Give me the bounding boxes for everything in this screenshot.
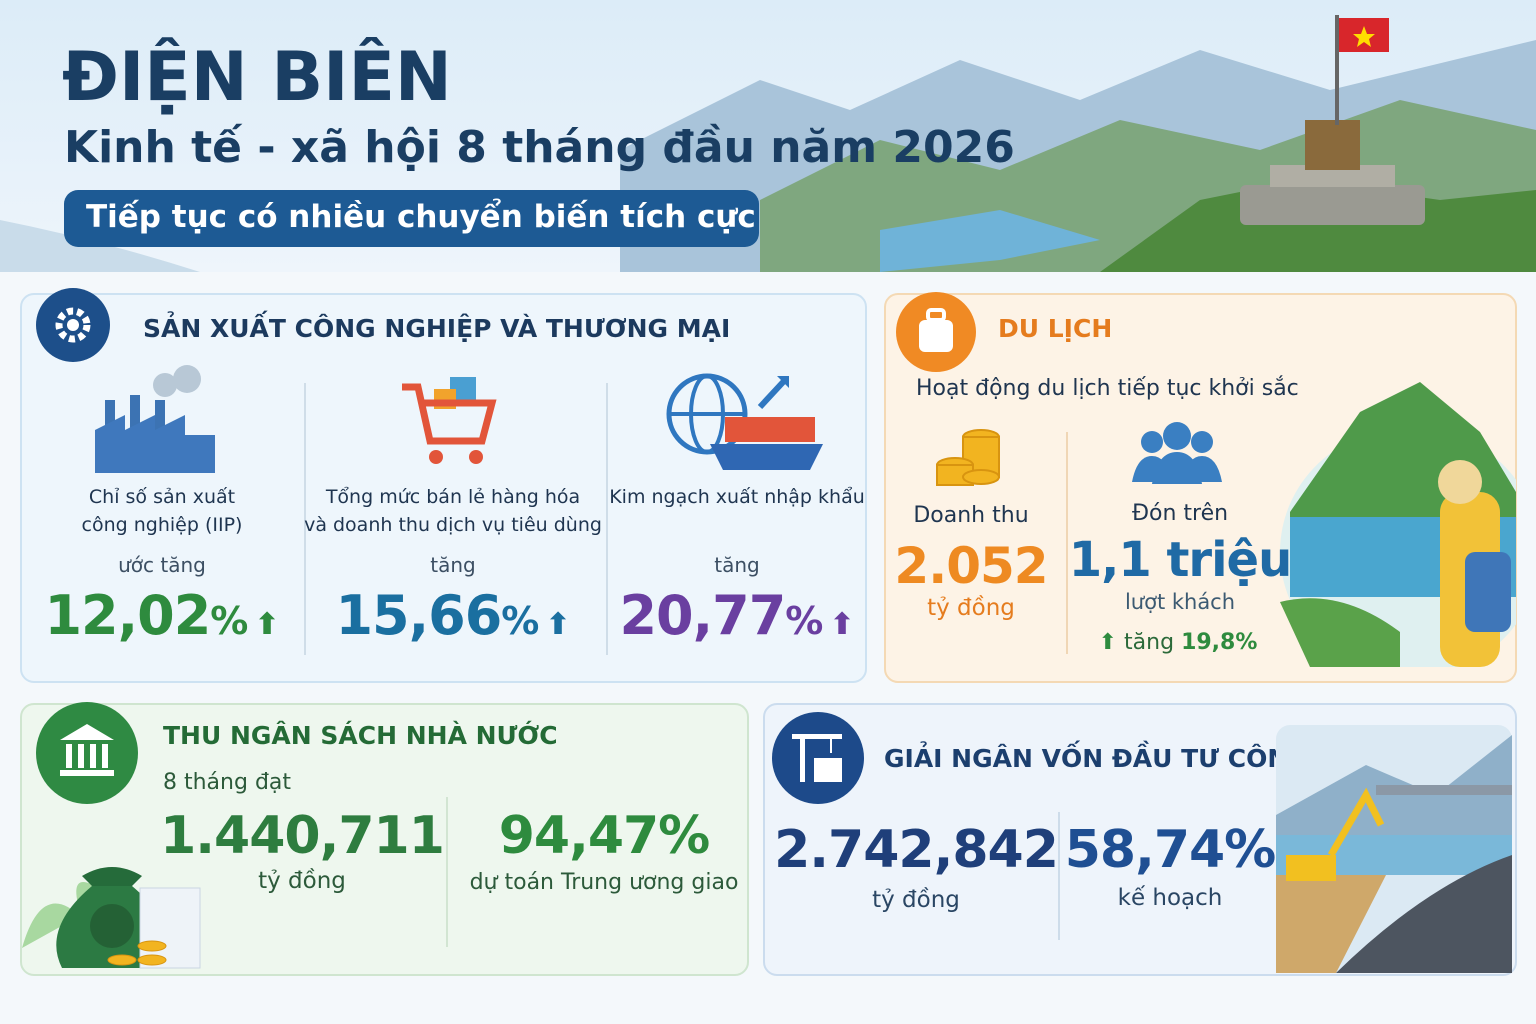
item-unit: % xyxy=(501,599,540,643)
tourism-illustration xyxy=(1280,382,1516,667)
section-title: THU NGÂN SÁCH NHÀ NƯỚC xyxy=(163,721,558,750)
header-title: ĐIỆN BIÊN xyxy=(62,38,452,117)
budget-icon xyxy=(36,702,138,804)
budget-amount: 1.440,711 xyxy=(160,806,445,866)
investment-amount-unit: tỷ đồng xyxy=(872,887,960,913)
budget-ratio: 94,47% xyxy=(498,806,711,866)
item-prefix: ước tăng xyxy=(118,553,206,577)
item-prefix: tăng xyxy=(714,553,760,577)
industry-panel xyxy=(20,293,867,683)
money-illustration xyxy=(22,867,201,969)
revenue-value: 2.052 xyxy=(894,537,1048,595)
investment-ratio-unit: kế hoạch xyxy=(1117,885,1223,911)
arrow: ⬆ xyxy=(829,607,855,642)
item-label: công nghiệp (IIP) xyxy=(81,514,243,536)
factory-icon xyxy=(95,365,215,473)
bank-icon xyxy=(60,724,114,776)
revenue-label: Doanh thu xyxy=(913,503,1029,528)
item-value: 12,02 xyxy=(44,584,211,647)
revenue-unit: tỷ đồng xyxy=(927,595,1015,621)
crane-icon xyxy=(792,734,842,782)
visitors-label: Đón trên xyxy=(1131,501,1229,526)
arrow: ⬆ xyxy=(254,607,280,642)
section-title: DU LỊCH xyxy=(998,314,1113,343)
people-icon xyxy=(1132,422,1222,484)
item-value-row: 15,66% ⬆ xyxy=(335,584,570,647)
visitors-value: 1,1 triệu xyxy=(1068,532,1293,588)
tagline-box xyxy=(64,190,759,247)
section-subtitle: Hoạt động du lịch tiếp tục khởi sắc xyxy=(916,376,1299,401)
budget-period: 8 tháng đạt xyxy=(163,770,292,795)
header-tagline: Tiếp tục có nhiều chuyển biến tích cực xyxy=(86,199,756,235)
growth-value: 19,8% xyxy=(1181,630,1258,655)
growth-label: tăng xyxy=(1124,630,1175,655)
divider xyxy=(606,383,608,655)
arrow: ⬆ xyxy=(1098,630,1118,655)
item-label: Kim ngạch xuất nhập khẩu xyxy=(609,486,865,508)
luggage-icon xyxy=(919,308,953,352)
item-label: và doanh thu dịch vụ tiêu dùng xyxy=(304,514,602,536)
coins-icon xyxy=(936,429,1000,486)
item-label: Tổng mức bán lẻ hàng hóa xyxy=(325,486,581,508)
investment-ratio: 58,74% xyxy=(1064,820,1277,880)
item-unit: % xyxy=(785,599,824,643)
section-title: SẢN XUẤT CÔNG NGHIỆP VÀ THƯƠNG MẠI xyxy=(143,314,731,343)
export-icon xyxy=(666,373,823,470)
gear-icon xyxy=(55,307,91,343)
visitors-unit: lượt khách xyxy=(1124,590,1236,614)
item-value: 20,77 xyxy=(619,584,786,647)
budget-amount-unit: tỷ đồng xyxy=(258,868,346,894)
visitors-growth: ⬆ tăng 19,8% xyxy=(1099,630,1258,655)
divider xyxy=(1066,432,1068,654)
item-value-row: 20,77% ⬆ xyxy=(619,584,854,647)
divider xyxy=(446,797,448,947)
divider xyxy=(1058,812,1060,940)
budget-ratio-unit: dự toán Trung ương giao xyxy=(469,870,739,895)
item-prefix: tăng xyxy=(430,553,476,577)
section-title: GIẢI NGÂN VỐN ĐẦU TƯ CÔNG xyxy=(884,744,1309,773)
arrow: ⬆ xyxy=(545,607,571,642)
header-subtitle: Kinh tế - xã hội 8 tháng đầu năm 2026 xyxy=(64,122,1015,173)
item-value: 15,66 xyxy=(335,584,502,647)
cart-icon xyxy=(402,377,497,464)
item-unit: % xyxy=(210,599,249,643)
item-value-row: 12,02% ⬆ xyxy=(44,584,279,647)
road-illustration xyxy=(1276,725,1512,973)
divider xyxy=(304,383,306,655)
item-label: Chỉ số sản xuất xyxy=(88,486,236,508)
investment-amount: 2.742,842 xyxy=(774,820,1059,880)
